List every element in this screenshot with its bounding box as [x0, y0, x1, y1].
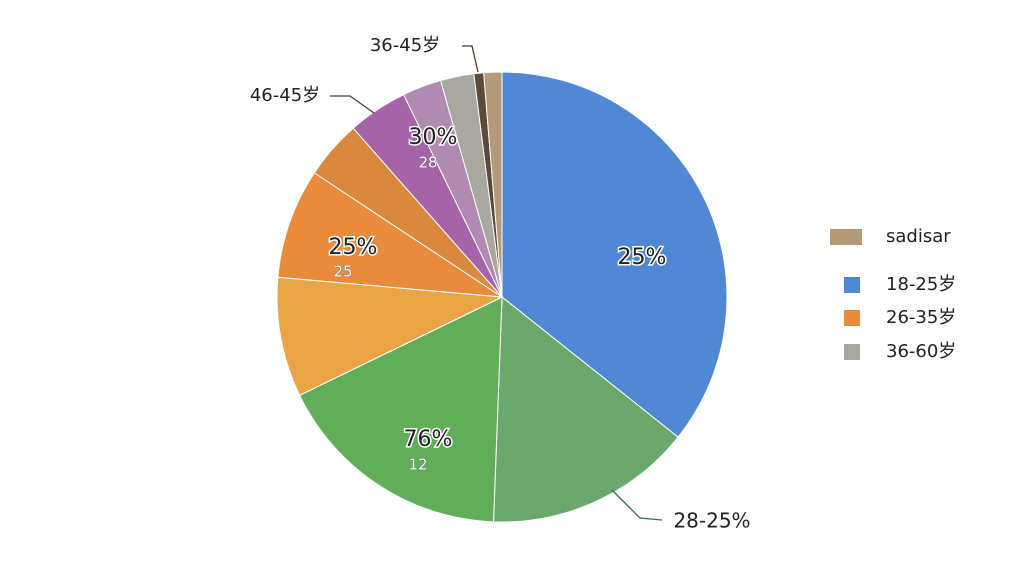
leader-lines [330, 45, 663, 521]
pie-slice [277, 172, 503, 298]
annotation: 25% [618, 245, 667, 270]
annotation: 46-45岁 [250, 85, 320, 106]
annotation: 30% [409, 125, 458, 150]
legend-swatch [844, 277, 860, 293]
pie-slice [276, 276, 504, 397]
legend-swatch [844, 344, 860, 360]
pie-slice [493, 295, 679, 523]
legend-label: 36-60岁 [886, 341, 956, 362]
legend-label: sadisar [886, 226, 951, 247]
annotation: 25 [333, 263, 352, 281]
legend-swatch [844, 310, 860, 326]
pie [276, 71, 728, 523]
pie-slice [501, 71, 728, 438]
annotation: 76% [404, 427, 453, 452]
pie-slice [483, 71, 503, 298]
annotation: 12 [408, 456, 427, 474]
leader-line [462, 45, 479, 73]
legend-swatch [830, 229, 862, 245]
annotation: 36-45岁 [370, 35, 440, 56]
pie-slice [298, 296, 503, 523]
leader-line [330, 95, 375, 114]
legend: sadisar 18-25岁 26-35岁 36-60岁 [830, 226, 956, 362]
annotation: 28 [418, 154, 437, 172]
annotation: 28-25% [673, 509, 750, 533]
annotation: 25% [329, 235, 378, 260]
legend-label: 18-25岁 [886, 274, 956, 295]
leader-line [611, 489, 663, 521]
labels: 36-45岁 46-45岁 30% 28 25% 25 25% 76% 12 28-25% [250, 35, 751, 533]
legend-label: 26-35岁 [886, 307, 956, 328]
